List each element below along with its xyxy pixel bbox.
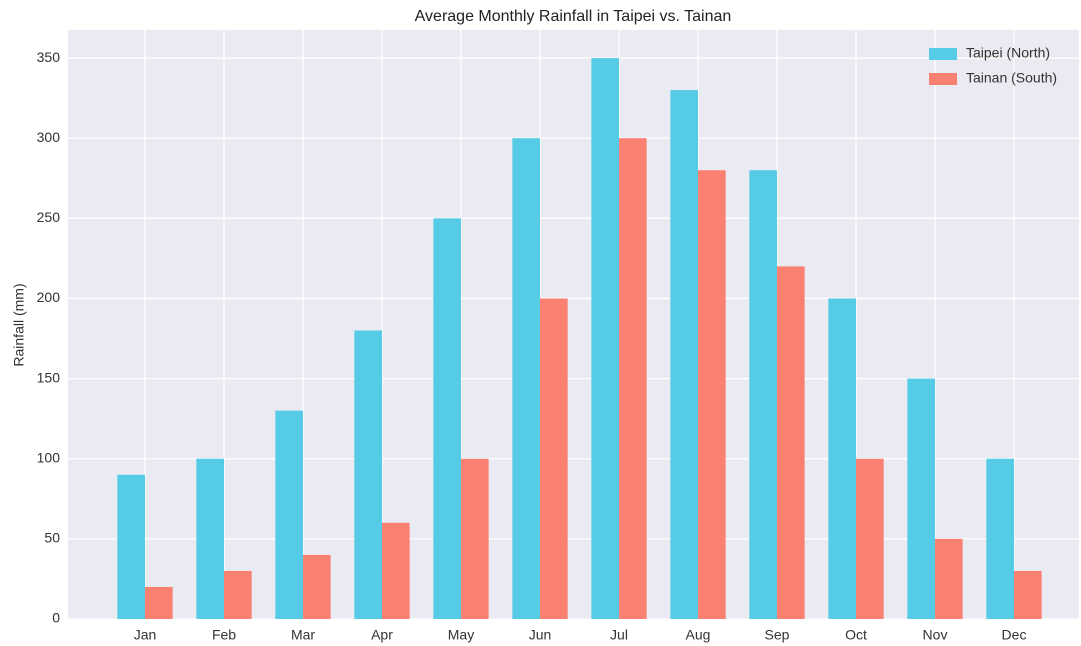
bar <box>670 90 698 619</box>
bar <box>777 266 805 619</box>
y-tick-label: 50 <box>44 530 60 546</box>
x-tick-label: Mar <box>291 627 315 643</box>
bar <box>749 170 777 619</box>
bar <box>117 474 145 619</box>
bar <box>354 330 382 619</box>
bar <box>907 378 935 619</box>
bar <box>196 458 224 619</box>
y-tick-label: 150 <box>37 369 61 385</box>
bar <box>540 298 568 619</box>
x-tick-label: Apr <box>371 627 393 643</box>
x-tick-label: Aug <box>686 627 711 643</box>
bar <box>145 586 173 619</box>
y-tick-label: 200 <box>37 289 61 305</box>
bar <box>1014 570 1042 619</box>
bar <box>224 570 252 619</box>
x-tick-label: Jul <box>610 627 628 643</box>
bar <box>275 410 303 619</box>
bar <box>856 458 884 619</box>
bar <box>619 138 647 620</box>
bar <box>382 522 410 619</box>
x-tick-label: Dec <box>1002 627 1027 643</box>
bar <box>935 538 963 619</box>
x-tick-label: Jan <box>134 627 157 643</box>
x-tick-label: Jun <box>529 627 552 643</box>
x-tick-label: Feb <box>212 627 236 643</box>
bar <box>512 138 540 620</box>
legend-label: Tainan (South) <box>966 70 1057 86</box>
chart-title: Average Monthly Rainfall in Taipei vs. T… <box>415 8 732 25</box>
legend-swatch <box>929 48 957 60</box>
x-tick-label: May <box>448 627 474 643</box>
bar <box>433 218 461 619</box>
y-tick-label: 100 <box>37 449 61 465</box>
bar <box>591 58 619 620</box>
y-tick-label: 0 <box>52 610 60 626</box>
y-tick-label: 250 <box>37 209 61 225</box>
bar <box>303 554 331 619</box>
bar <box>986 458 1014 619</box>
bar <box>698 170 726 619</box>
x-tick-label: Nov <box>923 627 948 643</box>
y-tick-label: 300 <box>37 129 61 145</box>
y-tick-label: 350 <box>37 49 61 65</box>
x-tick-label: Oct <box>845 627 867 643</box>
bar <box>461 458 489 619</box>
legend-label: Taipei (North) <box>966 45 1050 61</box>
legend-swatch <box>929 73 957 85</box>
y-axis-label: Rainfall (mm) <box>11 283 27 366</box>
x-tick-label: Sep <box>765 627 790 643</box>
bar <box>828 298 856 619</box>
